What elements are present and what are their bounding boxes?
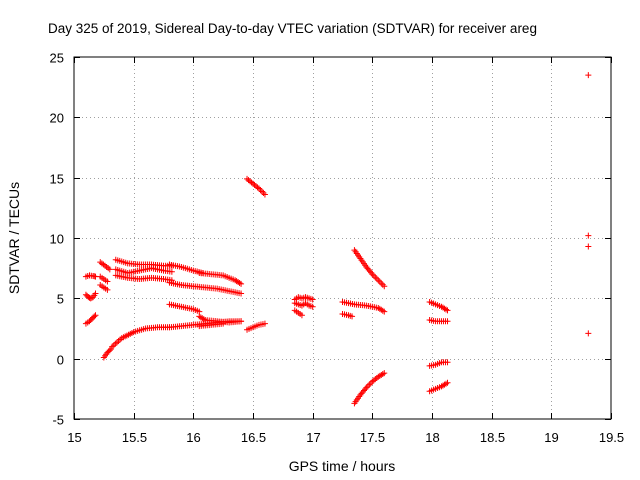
series-arc-b (82, 290, 99, 302)
data-point (585, 330, 592, 337)
x-tick-label: 17 (306, 430, 320, 445)
data-point (362, 386, 369, 393)
y-tick-label: -5 (52, 413, 64, 428)
y-axis-tick-labels: -5 0 5 10 15 20 25 (50, 51, 64, 428)
data-series (82, 72, 592, 407)
data-point (381, 308, 388, 315)
axis-ticks (74, 57, 612, 420)
y-tick-label: 25 (50, 51, 64, 66)
series-arc-g (100, 346, 114, 361)
data-point (92, 290, 99, 297)
data-point (444, 318, 451, 325)
data-point (104, 286, 111, 293)
data-point (220, 320, 227, 327)
data-point (368, 269, 375, 276)
data-point (309, 303, 316, 310)
data-point (238, 318, 245, 325)
data-point (238, 280, 245, 287)
data-point (381, 370, 388, 377)
data-point (381, 283, 388, 290)
data-point (168, 268, 175, 275)
x-tick-label: 15 (67, 430, 81, 445)
y-tick-label: 10 (50, 232, 64, 247)
series-arc-j (112, 272, 175, 284)
y-tick-label: 5 (57, 292, 64, 307)
data-point (91, 313, 98, 320)
x-tick-label: 18 (425, 430, 439, 445)
series-arc-v (291, 300, 316, 310)
data-point (236, 279, 243, 286)
data-point (443, 380, 450, 387)
series-arc-f (97, 282, 111, 293)
x-tick-label: 16.5 (241, 430, 266, 445)
x-tick-label: 15.5 (122, 430, 147, 445)
series-arc-t (244, 175, 268, 198)
y-axis-label: SDTVAR / TECUs (6, 182, 22, 294)
chart-title: Day 325 of 2019, Sidereal Day-to-day VTE… (48, 21, 537, 36)
series-arc-u (291, 294, 316, 303)
data-point (443, 306, 450, 313)
data-point (444, 359, 451, 366)
y-tick-label: 0 (57, 353, 64, 368)
x-axis-tick-labels: 15 15.5 16 16.5 17 17.5 18 18.5 19 19.5 (67, 430, 624, 445)
data-point (444, 307, 451, 314)
series-arc-ae (426, 379, 451, 395)
series-arc-n (109, 324, 173, 350)
data-point (238, 290, 245, 297)
series-arc-ad (426, 359, 451, 369)
series-arc-a (82, 272, 99, 280)
data-point (585, 243, 592, 250)
x-tick-label: 19 (544, 430, 558, 445)
series-arc-m (166, 279, 245, 297)
series-arc-ac (426, 317, 451, 325)
data-point (298, 312, 305, 319)
series-arc-y (339, 311, 356, 320)
y-tick-label: 15 (50, 172, 64, 187)
series-arc-i (112, 265, 175, 276)
data-point (349, 313, 356, 320)
data-point (444, 379, 451, 386)
series-arc-e (97, 273, 111, 285)
series-arc-w (291, 307, 305, 319)
data-point (585, 72, 592, 79)
x-axis-label: GPS time / hours (289, 458, 396, 474)
data-point (379, 307, 386, 314)
x-tick-label: 16 (186, 430, 200, 445)
series-arc-x (339, 298, 388, 315)
series-arc-c (82, 312, 99, 327)
data-point (261, 320, 268, 327)
data-point (379, 371, 386, 378)
grid-lines (74, 57, 611, 419)
series-arc-z (351, 247, 388, 290)
data-point (585, 232, 592, 239)
series-arc-r (196, 320, 227, 330)
series-arc-aa (351, 370, 388, 407)
series-arc-af (585, 72, 592, 337)
series-arc-l (196, 269, 245, 287)
data-point (104, 278, 111, 285)
series-arc-s (244, 320, 268, 333)
data-point (261, 191, 268, 198)
data-point (309, 296, 316, 303)
data-point (200, 316, 207, 323)
series-arc-ab (426, 298, 451, 314)
y-tick-label: 20 (50, 111, 64, 126)
x-tick-label: 19.5 (599, 430, 624, 445)
data-point (106, 266, 113, 273)
data-point (106, 347, 113, 354)
x-tick-label: 17.5 (360, 430, 385, 445)
data-point (92, 312, 99, 319)
data-point (254, 184, 261, 191)
series-arc-d (97, 259, 113, 273)
x-tick-label: 18.5 (480, 430, 505, 445)
